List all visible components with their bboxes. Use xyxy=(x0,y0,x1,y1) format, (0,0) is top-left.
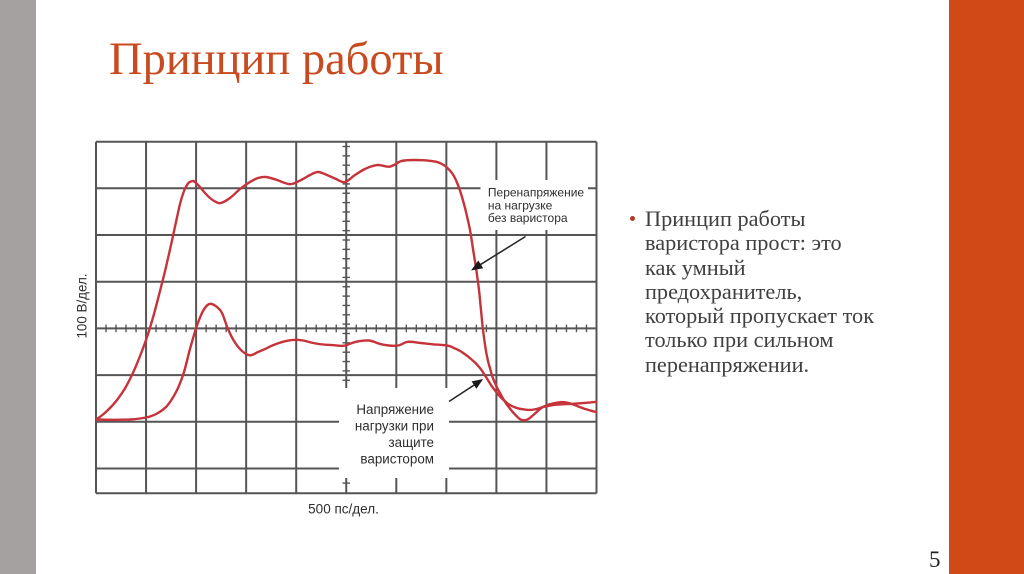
svg-text:Перенапряжение: Перенапряжение xyxy=(488,186,585,200)
svg-text:500 пс/дел.: 500 пс/дел. xyxy=(308,502,379,517)
svg-text:Напряжение: Напряжение xyxy=(356,402,434,417)
svg-text:варистором: варистором xyxy=(360,451,434,466)
svg-text:нагрузки при: нагрузки при xyxy=(355,419,434,434)
svg-text:на нагрузке: на нагрузке xyxy=(488,198,553,212)
svg-text:100 В/дел.: 100 В/дел. xyxy=(75,273,90,338)
svg-text:без варистора: без варистора xyxy=(488,211,568,225)
svg-text:защите: защите xyxy=(388,435,434,450)
